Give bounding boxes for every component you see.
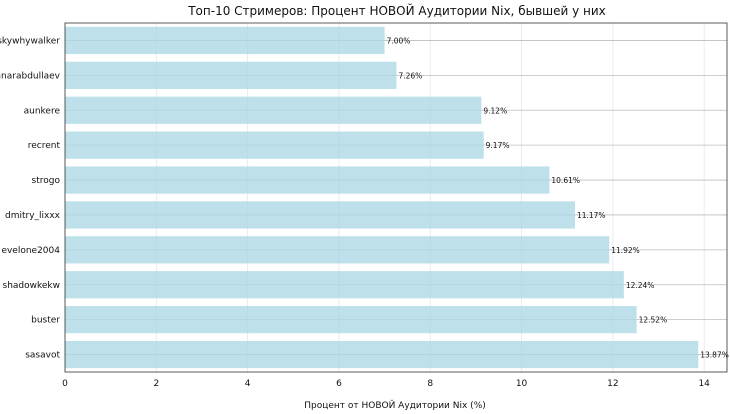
category-label-shadowkekw: shadowkekw (3, 281, 61, 291)
x-axis-label: Процент от НОВОЙ Аудитории Nix (%) (304, 399, 486, 411)
x-tick-label-4: 8 (427, 379, 433, 389)
plot-frame (64, 22, 728, 373)
bar-sasavot (65, 340, 699, 369)
x-tick-label-2: 4 (245, 379, 251, 389)
bar-strogo (65, 166, 550, 194)
x-tick-label-3: 6 (336, 379, 342, 389)
x-tick-label-7: 14 (698, 379, 710, 389)
bar-recrent (65, 131, 484, 159)
category-label-anarabdullaev: anarabdullaev (0, 71, 61, 81)
chart-title: Топ-10 Стримеров: Процент НОВОЙ Аудитори… (187, 3, 606, 18)
bar-anarabdullaev (65, 61, 397, 89)
category-label-dmitry_lixxx: dmitry_lixxx (5, 211, 61, 221)
bar-aunkere (65, 96, 482, 124)
bars-layer (65, 26, 699, 369)
value-labels: 7.00% 7.26% 9.12% 9.17% 10.61% 11.17% 11.92% 12… (387, 36, 729, 359)
category-label-recrent: recrent (28, 141, 61, 151)
value-label-shadowkekw: 12.24% (626, 281, 655, 290)
bar-shadowkekw (65, 271, 624, 299)
value-label-sasavot: 13.87% (700, 351, 729, 360)
value-label-anarabdullaev: 7.26% (398, 71, 422, 80)
x-tick-label-0: 0 (62, 379, 68, 389)
category-label-aunkere: aunkere (24, 106, 61, 116)
x-tick-labels: 0 2 4 6 8 10 12 14 (62, 379, 710, 389)
x-tick-label-6: 12 (607, 379, 618, 389)
bar-skywhywalker (65, 26, 385, 55)
bar-evelone2004 (65, 236, 610, 264)
category-labels: skywhywalker anarabdullaev aunkere recrent s… (0, 36, 61, 360)
category-label-skywhywalker: skywhywalker (0, 36, 60, 46)
value-label-buster: 12.52% (639, 316, 668, 325)
category-label-strogo: strogo (32, 176, 61, 186)
value-label-aunkere: 9.12% (483, 106, 507, 115)
category-label-sasavot: sasavot (25, 351, 60, 361)
bar-dmitry_lixxx (65, 201, 575, 229)
value-label-evelone2004: 11.92% (611, 246, 640, 255)
x-tick-label-5: 10 (516, 379, 528, 389)
bar-buster (65, 306, 637, 334)
category-label-buster: buster (31, 316, 60, 326)
value-label-dmitry_lixxx: 11.17% (577, 211, 606, 220)
x-tick-label-1: 2 (153, 379, 159, 389)
value-label-skywhywalker: 7.00% (387, 36, 411, 45)
value-label-strogo: 10.61% (551, 176, 580, 185)
value-label-recrent: 9.17% (486, 141, 510, 150)
category-label-evelone2004: evelone2004 (1, 246, 60, 256)
